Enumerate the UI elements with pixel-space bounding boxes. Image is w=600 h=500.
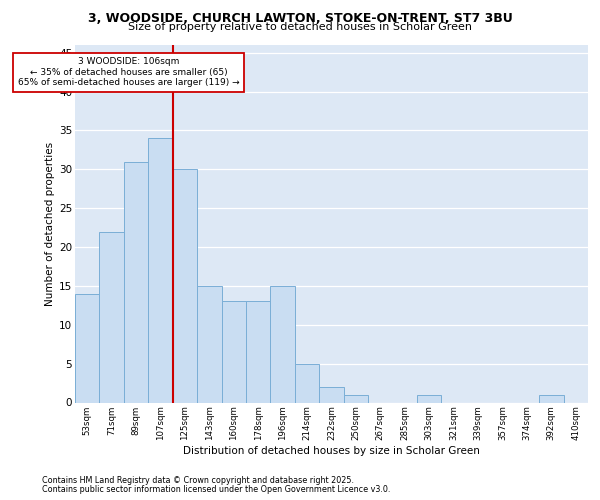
Text: 3, WOODSIDE, CHURCH LAWTON, STOKE-ON-TRENT, ST7 3BU: 3, WOODSIDE, CHURCH LAWTON, STOKE-ON-TRE… [88,12,512,26]
Text: Size of property relative to detached houses in Scholar Green: Size of property relative to detached ho… [128,22,472,32]
Y-axis label: Number of detached properties: Number of detached properties [45,142,55,306]
Bar [417,394,442,402]
Text: 3 WOODSIDE: 106sqm
← 35% of detached houses are smaller (65)
65% of semi-detache: 3 WOODSIDE: 106sqm ← 35% of detached hou… [18,58,239,87]
Bar [319,387,344,402]
Bar [246,302,271,402]
Bar [295,364,319,403]
Bar [221,302,246,402]
Bar [197,286,221,403]
Text: Contains HM Land Registry data © Crown copyright and database right 2025.: Contains HM Land Registry data © Crown c… [42,476,354,485]
Bar [173,170,197,402]
X-axis label: Distribution of detached houses by size in Scholar Green: Distribution of detached houses by size … [183,446,480,456]
Bar [75,294,100,403]
Text: Contains public sector information licensed under the Open Government Licence v3: Contains public sector information licen… [42,485,391,494]
Bar [148,138,173,402]
Bar [344,394,368,402]
Bar [271,286,295,403]
Bar [539,394,563,402]
Bar [100,232,124,402]
Bar [124,162,148,402]
